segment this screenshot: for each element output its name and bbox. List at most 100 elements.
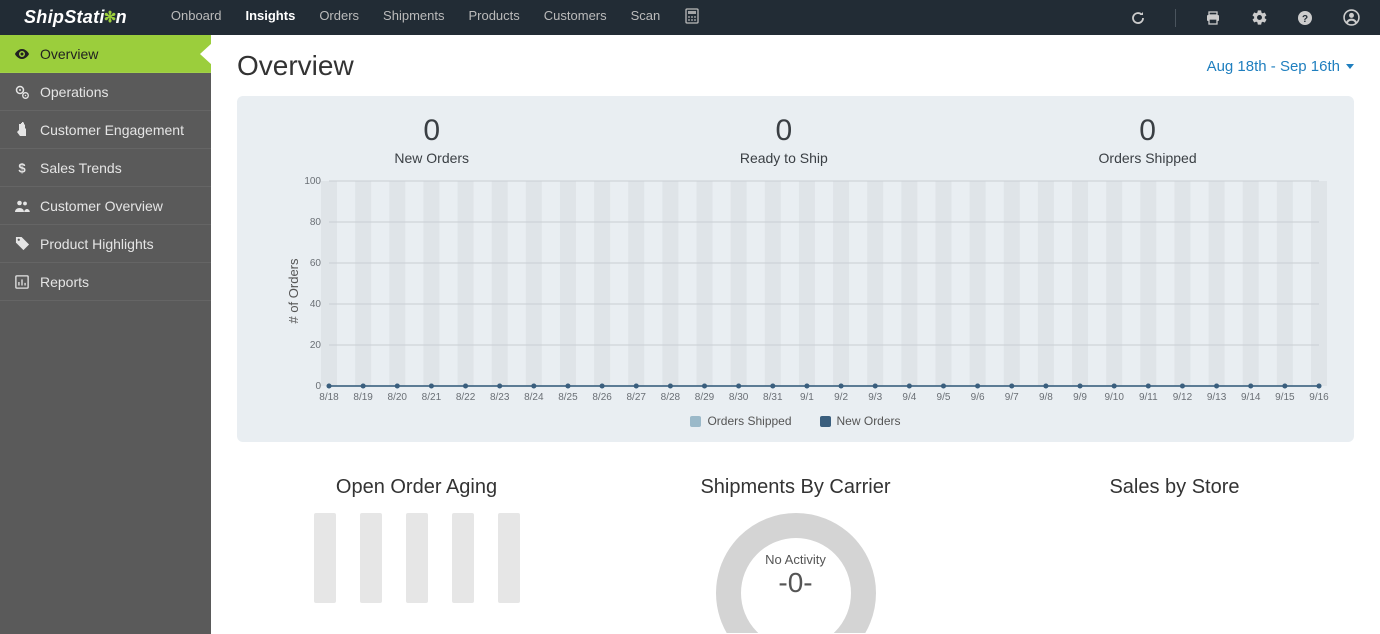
legend-label: Orders Shipped xyxy=(707,414,791,428)
sidebar-item-engagement[interactable]: Customer Engagement xyxy=(0,111,211,149)
donut-value: -0- xyxy=(765,567,826,599)
logo[interactable]: ShipStati✻n xyxy=(10,7,141,28)
nav-scan[interactable]: Scan xyxy=(631,8,661,27)
svg-text:8/30: 8/30 xyxy=(729,392,749,403)
sidebar-item-label: Customer Engagement xyxy=(40,122,184,138)
svg-text:9/5: 9/5 xyxy=(937,392,951,403)
stat-value: 0 xyxy=(740,114,828,148)
stat-orders-shipped: 0 Orders Shipped xyxy=(1099,114,1197,166)
svg-text:8/28: 8/28 xyxy=(661,392,681,403)
svg-text:8/31: 8/31 xyxy=(763,392,783,403)
sidebar-item-label: Reports xyxy=(40,274,89,290)
svg-text:9/7: 9/7 xyxy=(1005,392,1019,403)
svg-text:8/20: 8/20 xyxy=(388,392,408,403)
sidebar-item-label: Operations xyxy=(40,84,108,100)
svg-text:8/22: 8/22 xyxy=(456,392,476,403)
chevron-down-icon xyxy=(1346,64,1354,69)
sidebar-item-reports[interactable]: Reports xyxy=(0,263,211,301)
svg-text:9/12: 9/12 xyxy=(1173,392,1193,403)
sidebar-item-label: Sales Trends xyxy=(40,160,122,176)
sidebar-item-label: Product Highlights xyxy=(40,236,154,252)
svg-text:9/6: 9/6 xyxy=(971,392,985,403)
page-title: Overview xyxy=(237,50,354,82)
nav-products[interactable]: Products xyxy=(468,8,519,27)
stat-label: Ready to Ship xyxy=(740,150,828,166)
svg-text:8/26: 8/26 xyxy=(592,392,612,403)
stat-ready-to-ship: 0 Ready to Ship xyxy=(740,114,828,166)
orders-chart-svg: 0204060801008/188/198/208/218/228/238/24… xyxy=(299,176,1329,406)
svg-text:60: 60 xyxy=(310,258,322,269)
stats-row: 0 New Orders 0 Ready to Ship 0 Orders Sh… xyxy=(259,114,1332,166)
widget-title: Shipments By Carrier xyxy=(616,476,975,499)
donut-center: No Activity -0- xyxy=(765,552,826,599)
dollar-icon: $ xyxy=(14,160,30,176)
nav-orders[interactable]: Orders xyxy=(319,8,359,27)
stat-label: New Orders xyxy=(394,150,469,166)
svg-text:9/4: 9/4 xyxy=(902,392,916,403)
svg-text:9/10: 9/10 xyxy=(1104,392,1124,403)
donut-wrap: No Activity -0- xyxy=(616,513,975,633)
svg-text:8/23: 8/23 xyxy=(490,392,510,403)
widget-title: Sales by Store xyxy=(995,476,1354,499)
tag-icon xyxy=(14,236,30,252)
topbar: ShipStati✻n Onboard Insights Orders Ship… xyxy=(0,0,1380,35)
help-icon[interactable]: ? xyxy=(1296,9,1314,27)
sidebar-item-customer-overview[interactable]: Customer Overview xyxy=(0,187,211,225)
svg-text:9/15: 9/15 xyxy=(1275,392,1295,403)
svg-text:9/16: 9/16 xyxy=(1309,392,1329,403)
svg-text:9/14: 9/14 xyxy=(1241,392,1261,403)
date-range-text: Aug 18th - Sep 16th xyxy=(1207,58,1340,75)
svg-text:100: 100 xyxy=(304,176,321,187)
settings-icon[interactable] xyxy=(1250,9,1268,27)
svg-text:40: 40 xyxy=(310,299,322,310)
sidebar-item-label: Overview xyxy=(40,46,98,62)
account-icon[interactable] xyxy=(1342,9,1360,27)
stat-value: 0 xyxy=(1099,114,1197,148)
refresh-icon[interactable] xyxy=(1129,9,1147,27)
stat-value: 0 xyxy=(394,114,469,148)
eye-icon xyxy=(14,46,30,62)
chart-legend: Orders Shipped New Orders xyxy=(259,414,1332,428)
print-icon[interactable] xyxy=(1204,9,1222,27)
nav-onboard[interactable]: Onboard xyxy=(171,8,222,27)
nav-shipments[interactable]: Shipments xyxy=(383,8,444,27)
logo-post: n xyxy=(116,7,127,28)
legend-label: New Orders xyxy=(837,414,901,428)
sidebar-item-sales-trends[interactable]: $ Sales Trends xyxy=(0,149,211,187)
sales-by-store-widget: Sales by Store xyxy=(995,476,1354,633)
svg-text:20: 20 xyxy=(310,340,322,351)
legend-swatch-icon xyxy=(690,416,701,427)
date-range-selector[interactable]: Aug 18th - Sep 16th xyxy=(1207,58,1354,75)
main[interactable]: Overview Aug 18th - Sep 16th 0 New Order… xyxy=(211,35,1380,634)
page-header: Overview Aug 18th - Sep 16th xyxy=(237,50,1354,82)
nav-customers[interactable]: Customers xyxy=(544,8,607,27)
sidebar-item-product-highlights[interactable]: Product Highlights xyxy=(0,225,211,263)
svg-text:9/13: 9/13 xyxy=(1207,392,1227,403)
legend-swatch-icon xyxy=(820,416,831,427)
sidebar-item-operations[interactable]: Operations xyxy=(0,73,211,111)
donut-no-activity: No Activity xyxy=(765,552,826,567)
stat-label: Orders Shipped xyxy=(1099,150,1197,166)
calculator-icon[interactable] xyxy=(684,8,700,27)
widget-title: Open Order Aging xyxy=(237,476,596,499)
logo-pre: ShipStati xyxy=(24,7,105,28)
sidebar-item-overview[interactable]: Overview xyxy=(0,35,211,73)
svg-text:8/25: 8/25 xyxy=(558,392,578,403)
chart-ylabel: # of Orders xyxy=(286,258,301,323)
svg-text:8/18: 8/18 xyxy=(319,392,339,403)
logo-gear-icon: ✻ xyxy=(104,8,117,26)
svg-text:9/9: 9/9 xyxy=(1073,392,1087,403)
svg-text:8/29: 8/29 xyxy=(695,392,715,403)
bar-chart-icon xyxy=(14,274,30,290)
svg-text:8/19: 8/19 xyxy=(353,392,373,403)
users-icon xyxy=(14,198,30,214)
top-actions: ? xyxy=(1129,9,1370,27)
legend-orders-shipped: Orders Shipped xyxy=(690,414,791,428)
topnav: Onboard Insights Orders Shipments Produc… xyxy=(171,8,700,27)
legend-new-orders: New Orders xyxy=(820,414,901,428)
svg-text:9/11: 9/11 xyxy=(1139,392,1158,403)
svg-text:9/8: 9/8 xyxy=(1039,392,1053,403)
svg-text:9/3: 9/3 xyxy=(868,392,882,403)
nav-insights[interactable]: Insights xyxy=(245,8,295,27)
svg-text:0: 0 xyxy=(315,381,321,392)
